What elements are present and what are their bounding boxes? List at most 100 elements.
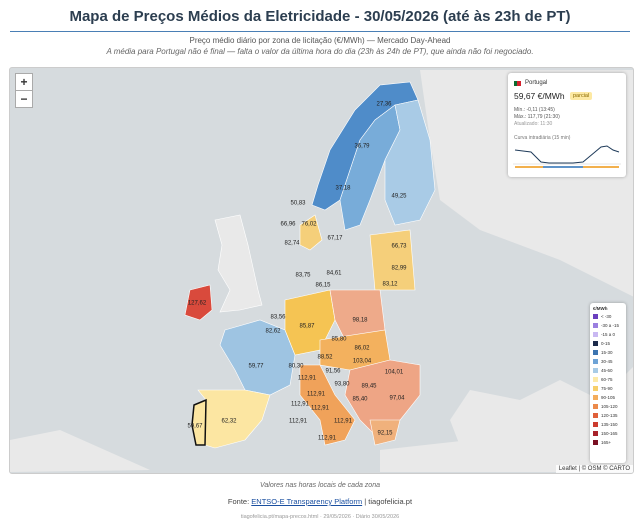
note: A média para Portugal não é final — falt… (106, 47, 534, 56)
zone-price: 92,15 (377, 431, 393, 437)
legend-title: €/MWh (593, 306, 608, 311)
zone-price: 49,25 (391, 194, 407, 200)
legend-label: 120-135 (601, 413, 618, 418)
legend-item: 60-75 (593, 375, 626, 384)
title: Mapa de Preços Médios da Eletricidade - … (69, 8, 571, 25)
legend-item: 75-90 (593, 384, 626, 393)
zone-price: 86,15 (315, 283, 331, 289)
legend-item: 120-135 (593, 411, 626, 420)
zone-price: 86,02 (354, 346, 370, 352)
zone-price: 112,91 (298, 376, 317, 382)
zone-price: 83,75 (295, 273, 311, 279)
legend-swatch (593, 323, 598, 328)
zone-fr (219, 319, 296, 396)
zone-price: 66,96 (280, 222, 296, 228)
legend-item: 165+ (593, 438, 626, 447)
zone-price: 83,12 (382, 282, 398, 288)
legend-swatch (593, 386, 598, 391)
legend-swatch (593, 395, 598, 400)
legend-item: 105-120 (593, 402, 626, 411)
footer-meta: tiagofelicia.pt/mapa-precos.html · 29/05… (240, 514, 400, 520)
zone-price: 98,18 (352, 318, 368, 324)
zone-price: 84,61 (326, 271, 342, 277)
zoom-out[interactable]: − (15, 90, 33, 108)
map[interactable]: 27,36 36,79 37,18 49,25 50,83 66,96 76,0… (9, 67, 634, 474)
zoom-in[interactable]: + (15, 73, 33, 91)
zone-labels: 27,36 36,79 37,18 49,25 50,83 66,96 76,0… (187, 102, 407, 442)
legend-label: 105-120 (601, 404, 618, 409)
zone-gr (369, 419, 401, 446)
legend-item: 15-30 (593, 348, 626, 357)
legend-swatch (593, 350, 598, 355)
legend-label: 165+ (601, 440, 612, 445)
updated: Atualizado: 11:30 (514, 121, 553, 127)
legend-label: 135-150 (601, 422, 618, 427)
zone-price: 112,91 (318, 436, 337, 442)
zone-price: 66,73 (391, 244, 407, 250)
zone-ie (184, 284, 213, 321)
zone-price: 85,40 (352, 397, 368, 403)
zone-price: 59,77 (248, 364, 264, 370)
zone-baltic (369, 229, 416, 291)
legend-swatch (593, 404, 598, 409)
badge: parcial (570, 92, 593, 100)
legend-item: 90-105 (593, 393, 626, 402)
land (10, 430, 480, 472)
legend-label: 0-15 (601, 341, 611, 346)
legend-label: 30-45 (601, 359, 613, 364)
legend-item: 45-60 (593, 366, 626, 375)
legend-item: 135-150 (593, 420, 626, 429)
legend-item: 30-45 (593, 357, 626, 366)
zone-price: 36,79 (354, 144, 370, 150)
title-rule (10, 31, 630, 32)
subtitle: Preço médio diário por zona de licitação… (189, 36, 451, 45)
curve-label: Curva intradiária (15 min) (514, 135, 571, 141)
zone-price: 127,62 (188, 301, 207, 307)
zone-price: 27,36 (376, 102, 392, 108)
legend-swatch (593, 413, 598, 418)
zone-price: 112,91 (334, 419, 353, 425)
legend-item: -15 a 0 (593, 330, 626, 339)
zone-price: 83,56 (270, 315, 286, 321)
zone-price: 91,56 (325, 369, 341, 375)
footer-note: Valores nas horas locais de cada zona (260, 482, 380, 489)
legend-swatch (593, 359, 598, 364)
zone-price: 50,83 (290, 201, 306, 207)
zone-price: 82,99 (391, 266, 407, 272)
legend-label: -15 a 0 (601, 332, 616, 337)
legend-label: 150-165 (601, 431, 618, 436)
source-prefix: Fonte: (227, 497, 250, 506)
legend-swatch (593, 440, 598, 445)
legend-label: 75-90 (601, 386, 613, 391)
legend-item: 0-15 (593, 339, 626, 348)
legend-item: < -30 (593, 312, 626, 321)
zone-price: 88,52 (317, 355, 333, 361)
zone-price: 67,17 (327, 236, 343, 242)
legend: €/MWh < -30 -30 a -15 -15 a 0 0-15 15-30 30-4… (590, 303, 626, 463)
legend-swatch (593, 431, 598, 436)
min: Mín.: -0,11 (13:45) (514, 107, 555, 113)
zone-price: 80,30 (288, 364, 304, 370)
curve-band (543, 166, 583, 168)
zone-price: 85,80 (331, 337, 347, 343)
zone-price: 97,04 (389, 396, 405, 402)
intraday-curve (513, 145, 621, 168)
zone-fi (384, 99, 436, 226)
zone-price: 82,62 (265, 329, 281, 335)
zone-dk (299, 214, 323, 251)
legend-swatch (593, 422, 598, 427)
source-suffix: | tiagofelicia.pt (364, 497, 413, 506)
zone-price: 85,87 (299, 324, 315, 330)
legend-item: 150-165 (593, 429, 626, 438)
country: Portugal (525, 80, 548, 86)
zone-price: 82,74 (284, 241, 300, 247)
zone-price: 112,91 (311, 406, 330, 412)
curve (514, 145, 620, 164)
zone-price: 37,18 (335, 186, 351, 192)
flag (514, 81, 521, 86)
zone-price: 112,91 (289, 419, 308, 425)
max: Máx.: 117,79 (21:30) (514, 114, 560, 120)
info-box: Portugal 59,67 €/MWh parcial Mín.: -0,11… (508, 73, 626, 177)
source-link[interactable]: ENTSO-E Transparency Platform (251, 497, 363, 506)
zone-price: 104,01 (385, 370, 404, 376)
